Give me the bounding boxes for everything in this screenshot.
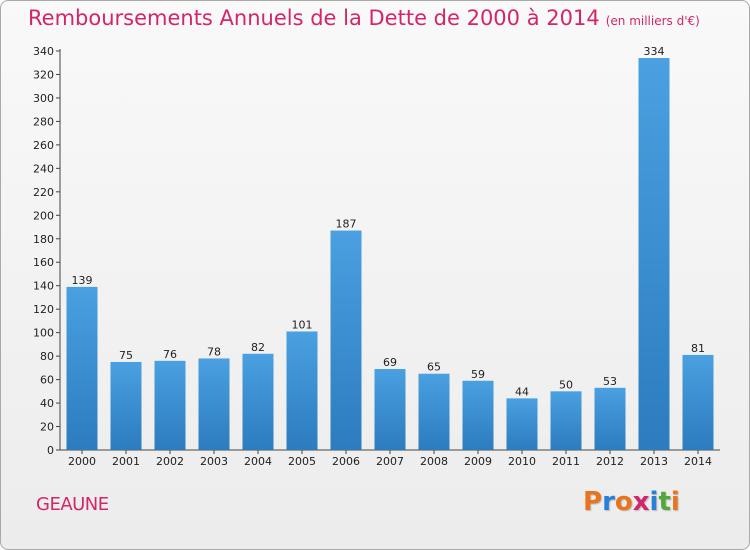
y-tick-label: 80 — [40, 350, 54, 363]
data-label: 50 — [559, 378, 573, 391]
x-tick-label: 2011 — [552, 455, 580, 468]
data-label: 44 — [515, 385, 529, 398]
x-tick-label: 2013 — [640, 455, 668, 468]
bar — [550, 391, 582, 450]
data-label: 75 — [119, 349, 133, 362]
x-tick-label: 2003 — [200, 455, 228, 468]
commune-name: GEAUNE — [36, 494, 109, 515]
logo-letter: o — [614, 487, 633, 517]
bar — [638, 58, 670, 451]
chart-unit: (en milliers d'€) — [605, 14, 700, 28]
data-label: 81 — [691, 342, 705, 355]
chart-title: Remboursements Annuels de la Dette de 20… — [28, 6, 700, 30]
bar — [418, 373, 450, 450]
x-tick-label: 2005 — [288, 455, 316, 468]
data-label: 76 — [163, 348, 177, 361]
logo-letter: r — [602, 487, 615, 517]
logo-letter: i — [649, 487, 659, 517]
y-tick-label: 0 — [47, 444, 54, 457]
y-tick-label: 260 — [33, 139, 54, 152]
logo-letter: t — [658, 487, 671, 517]
data-label: 82 — [251, 341, 265, 354]
bar — [286, 331, 318, 450]
x-tick-label: 2001 — [112, 455, 140, 468]
data-label: 187 — [336, 218, 357, 231]
x-tick-label: 2004 — [244, 455, 272, 468]
bar — [594, 387, 626, 450]
x-tick-label: 2014 — [684, 455, 712, 468]
x-tick-label: 2000 — [68, 455, 96, 468]
logo-letter: x — [632, 487, 650, 517]
bar — [242, 353, 274, 450]
y-tick-label: 240 — [33, 162, 54, 175]
bar — [110, 361, 142, 450]
y-tick-label: 300 — [33, 92, 54, 105]
y-tick-label: 120 — [33, 303, 54, 316]
y-tick-label: 160 — [33, 256, 54, 269]
bar — [506, 398, 538, 450]
x-tick-label: 2007 — [376, 455, 404, 468]
bar — [330, 230, 362, 450]
chart-title-text: Remboursements Annuels de la Dette de 20… — [28, 6, 600, 30]
y-tick-label: 220 — [33, 186, 54, 199]
data-label: 139 — [72, 274, 93, 287]
x-tick-label: 2008 — [420, 455, 448, 468]
data-label: 53 — [603, 375, 617, 388]
y-tick-label: 180 — [33, 233, 54, 246]
bar — [198, 358, 230, 450]
y-tick-label: 60 — [40, 374, 54, 387]
y-tick-label: 340 — [33, 45, 54, 58]
y-tick-label: 40 — [40, 397, 54, 410]
data-label: 59 — [471, 368, 485, 381]
data-label: 78 — [207, 345, 221, 358]
data-label: 101 — [292, 318, 313, 331]
data-label: 65 — [427, 361, 441, 374]
x-tick-label: 2010 — [508, 455, 536, 468]
y-tick-label: 320 — [33, 68, 54, 81]
logo-letter: i — [670, 487, 680, 517]
y-tick-label: 200 — [33, 209, 54, 222]
x-tick-label: 2012 — [596, 455, 624, 468]
data-label: 69 — [383, 356, 397, 369]
x-tick-label: 2009 — [464, 455, 492, 468]
x-tick-label: 2002 — [156, 455, 184, 468]
bar — [154, 360, 186, 450]
y-tick-label: 20 — [40, 421, 54, 434]
bar — [462, 380, 494, 450]
y-tick-label: 140 — [33, 280, 54, 293]
data-label: 334 — [644, 45, 665, 58]
y-tick-label: 100 — [33, 327, 54, 340]
bar — [682, 354, 714, 450]
bar — [66, 286, 98, 450]
y-tick-label: 280 — [33, 115, 54, 128]
bar — [374, 369, 406, 450]
proxiti-logo: Proxiti — [583, 487, 680, 517]
logo-letter: P — [583, 487, 603, 517]
x-tick-label: 2006 — [332, 455, 360, 468]
